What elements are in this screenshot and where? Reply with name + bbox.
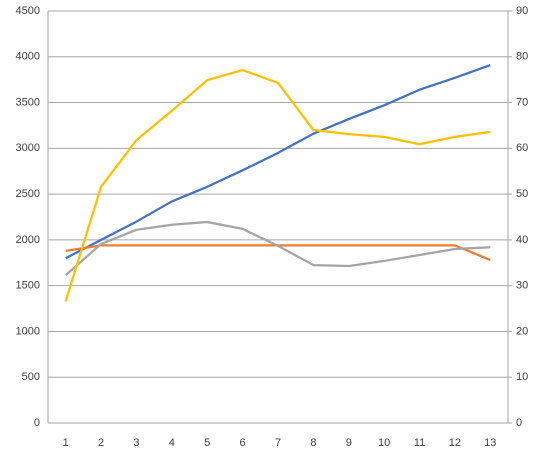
y2-tick-label: 80 xyxy=(516,51,528,63)
x-tick-label: 4 xyxy=(169,437,175,449)
x-tick-label: 2 xyxy=(98,437,104,449)
x-tick-label: 13 xyxy=(484,437,496,449)
y-tick-label: 1500 xyxy=(16,280,40,292)
y-tick-label: 0 xyxy=(34,417,40,429)
x-tick-label: 9 xyxy=(346,437,352,449)
x-tick-label: 5 xyxy=(204,437,210,449)
x-tick-label: 10 xyxy=(378,437,390,449)
y-tick-label: 2000 xyxy=(16,234,40,246)
y-tick-label: 3500 xyxy=(16,96,40,108)
y-tick-label: 1000 xyxy=(16,325,40,337)
x-tick-label: 12 xyxy=(449,437,461,449)
x-tick-label: 1 xyxy=(63,437,69,449)
series-line xyxy=(65,63,491,260)
x-tick-label: 8 xyxy=(310,437,316,449)
y2-tick-label: 20 xyxy=(516,325,528,337)
x-tick-label: 11 xyxy=(414,437,425,449)
x-tick-label: 6 xyxy=(240,437,246,449)
y2-tick-label: 60 xyxy=(516,142,528,154)
series-line xyxy=(64,220,491,276)
y2-tick-label: 90 xyxy=(516,5,528,17)
y-tick-label: 4500 xyxy=(16,5,40,17)
y2-tick-label: 70 xyxy=(516,96,528,108)
x-tick-label: 7 xyxy=(275,437,281,449)
y-tick-label: 4000 xyxy=(16,51,40,63)
y2-tick-label: 30 xyxy=(516,280,528,292)
y-tick-label: 500 xyxy=(22,371,40,383)
series-line xyxy=(64,68,491,302)
y-tick-label: 3000 xyxy=(16,142,40,154)
x-tick-label: 3 xyxy=(133,437,139,449)
y-tick-label: 2500 xyxy=(16,188,40,200)
y2-tick-label: 0 xyxy=(516,417,522,429)
y2-tick-label: 10 xyxy=(516,371,528,383)
y2-tick-label: 40 xyxy=(516,234,528,246)
y2-tick-label: 50 xyxy=(516,188,528,200)
